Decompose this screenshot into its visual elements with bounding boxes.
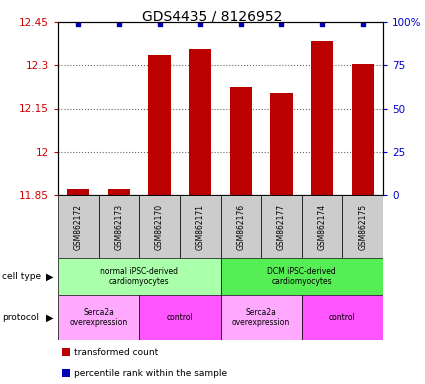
Point	[359, 21, 366, 27]
Text: transformed count: transformed count	[74, 348, 159, 357]
Bar	[139, 295, 221, 340]
Text: control: control	[329, 313, 356, 322]
Bar	[108, 189, 130, 195]
Text: ▶: ▶	[46, 313, 54, 323]
Text: cell type: cell type	[2, 272, 41, 281]
Bar	[67, 189, 90, 195]
Text: ▶: ▶	[46, 271, 54, 281]
Text: GSM862176: GSM862176	[236, 204, 245, 250]
Point	[197, 21, 204, 27]
Text: normal iPSC-derived
cardiomyocytes: normal iPSC-derived cardiomyocytes	[100, 267, 178, 286]
Text: GSM862175: GSM862175	[358, 204, 367, 250]
Text: Serca2a
overexpression: Serca2a overexpression	[232, 308, 290, 327]
Bar	[148, 55, 171, 195]
Text: Serca2a
overexpression: Serca2a overexpression	[70, 308, 128, 327]
Text: GDS4435 / 8126952: GDS4435 / 8126952	[142, 10, 283, 24]
Bar	[261, 195, 302, 258]
Bar	[302, 295, 383, 340]
Bar	[311, 41, 333, 195]
Text: GSM862174: GSM862174	[317, 204, 326, 250]
Bar	[139, 195, 180, 258]
Bar	[99, 195, 139, 258]
Bar	[302, 195, 343, 258]
Bar	[58, 195, 99, 258]
Point	[75, 21, 82, 27]
Text: GSM862173: GSM862173	[114, 204, 123, 250]
Point	[319, 21, 326, 27]
Bar	[270, 93, 292, 195]
Bar	[221, 195, 261, 258]
Point	[238, 21, 244, 27]
Bar	[230, 87, 252, 195]
Text: GSM862177: GSM862177	[277, 204, 286, 250]
Point	[278, 21, 285, 27]
Text: control: control	[167, 313, 193, 322]
Bar	[58, 258, 221, 295]
Text: GSM862172: GSM862172	[74, 204, 83, 250]
Point	[116, 21, 122, 27]
Bar	[180, 195, 221, 258]
Bar	[58, 295, 139, 340]
Point	[156, 21, 163, 27]
Bar	[189, 50, 211, 195]
Bar	[221, 295, 302, 340]
Bar	[343, 195, 383, 258]
Bar	[221, 258, 383, 295]
Text: percentile rank within the sample: percentile rank within the sample	[74, 369, 227, 377]
Text: protocol: protocol	[2, 313, 39, 322]
Text: GSM862171: GSM862171	[196, 204, 205, 250]
Text: DCM iPSC-derived
cardiomyocytes: DCM iPSC-derived cardiomyocytes	[267, 267, 336, 286]
Bar	[351, 64, 374, 195]
Text: GSM862170: GSM862170	[155, 204, 164, 250]
